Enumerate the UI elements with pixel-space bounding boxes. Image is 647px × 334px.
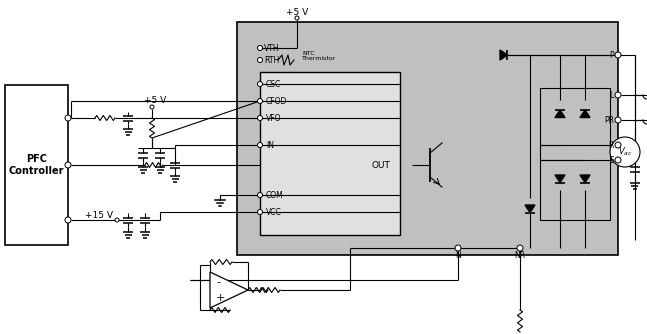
Bar: [260, 72, 400, 235]
Text: $V_{ac}$: $V_{ac}$: [618, 146, 632, 158]
Circle shape: [610, 137, 640, 167]
Circle shape: [258, 116, 263, 121]
Text: COM: COM: [266, 190, 284, 199]
Circle shape: [615, 142, 621, 148]
Circle shape: [258, 192, 263, 197]
Text: +: +: [216, 293, 225, 303]
Circle shape: [65, 162, 71, 168]
Text: CFOD: CFOD: [266, 97, 287, 106]
Text: R: R: [609, 141, 614, 150]
Text: VTH: VTH: [264, 43, 280, 52]
Text: -: -: [216, 277, 220, 287]
Text: NR: NR: [514, 250, 525, 260]
Polygon shape: [555, 175, 565, 182]
Circle shape: [517, 245, 523, 251]
Bar: [540, 88, 610, 220]
Polygon shape: [580, 175, 590, 182]
Circle shape: [295, 16, 299, 20]
Circle shape: [615, 117, 621, 123]
Text: CSC: CSC: [266, 79, 281, 89]
Text: NTC
Thermistor: NTC Thermistor: [302, 50, 336, 61]
Circle shape: [258, 45, 263, 50]
Text: VFO: VFO: [266, 114, 281, 123]
Circle shape: [455, 245, 461, 251]
Circle shape: [258, 99, 263, 104]
Bar: [237, 22, 618, 255]
Circle shape: [115, 218, 119, 222]
Circle shape: [615, 157, 621, 163]
Circle shape: [258, 81, 263, 87]
Circle shape: [258, 57, 263, 62]
Polygon shape: [580, 110, 590, 118]
Polygon shape: [555, 110, 565, 118]
Text: +5 V: +5 V: [144, 96, 166, 105]
Text: PFC
Controller: PFC Controller: [9, 154, 64, 176]
Polygon shape: [500, 50, 507, 60]
Polygon shape: [210, 272, 248, 308]
Circle shape: [65, 115, 71, 121]
Circle shape: [615, 92, 621, 98]
Text: S: S: [609, 156, 614, 165]
Circle shape: [615, 52, 621, 58]
Circle shape: [258, 143, 263, 148]
Bar: [5, 85, 68, 245]
Text: +15 V: +15 V: [85, 210, 113, 219]
Text: RTH: RTH: [264, 55, 280, 64]
Circle shape: [65, 217, 71, 223]
Circle shape: [258, 209, 263, 214]
Text: IN: IN: [266, 141, 274, 150]
Text: L: L: [609, 91, 614, 100]
Text: PR: PR: [604, 116, 614, 125]
Text: N: N: [455, 250, 461, 260]
Text: OUT: OUT: [371, 161, 390, 169]
Circle shape: [150, 105, 154, 109]
Text: +5 V: +5 V: [286, 7, 308, 16]
Polygon shape: [525, 205, 535, 212]
Text: P: P: [609, 50, 614, 59]
Text: VCC: VCC: [266, 207, 281, 216]
